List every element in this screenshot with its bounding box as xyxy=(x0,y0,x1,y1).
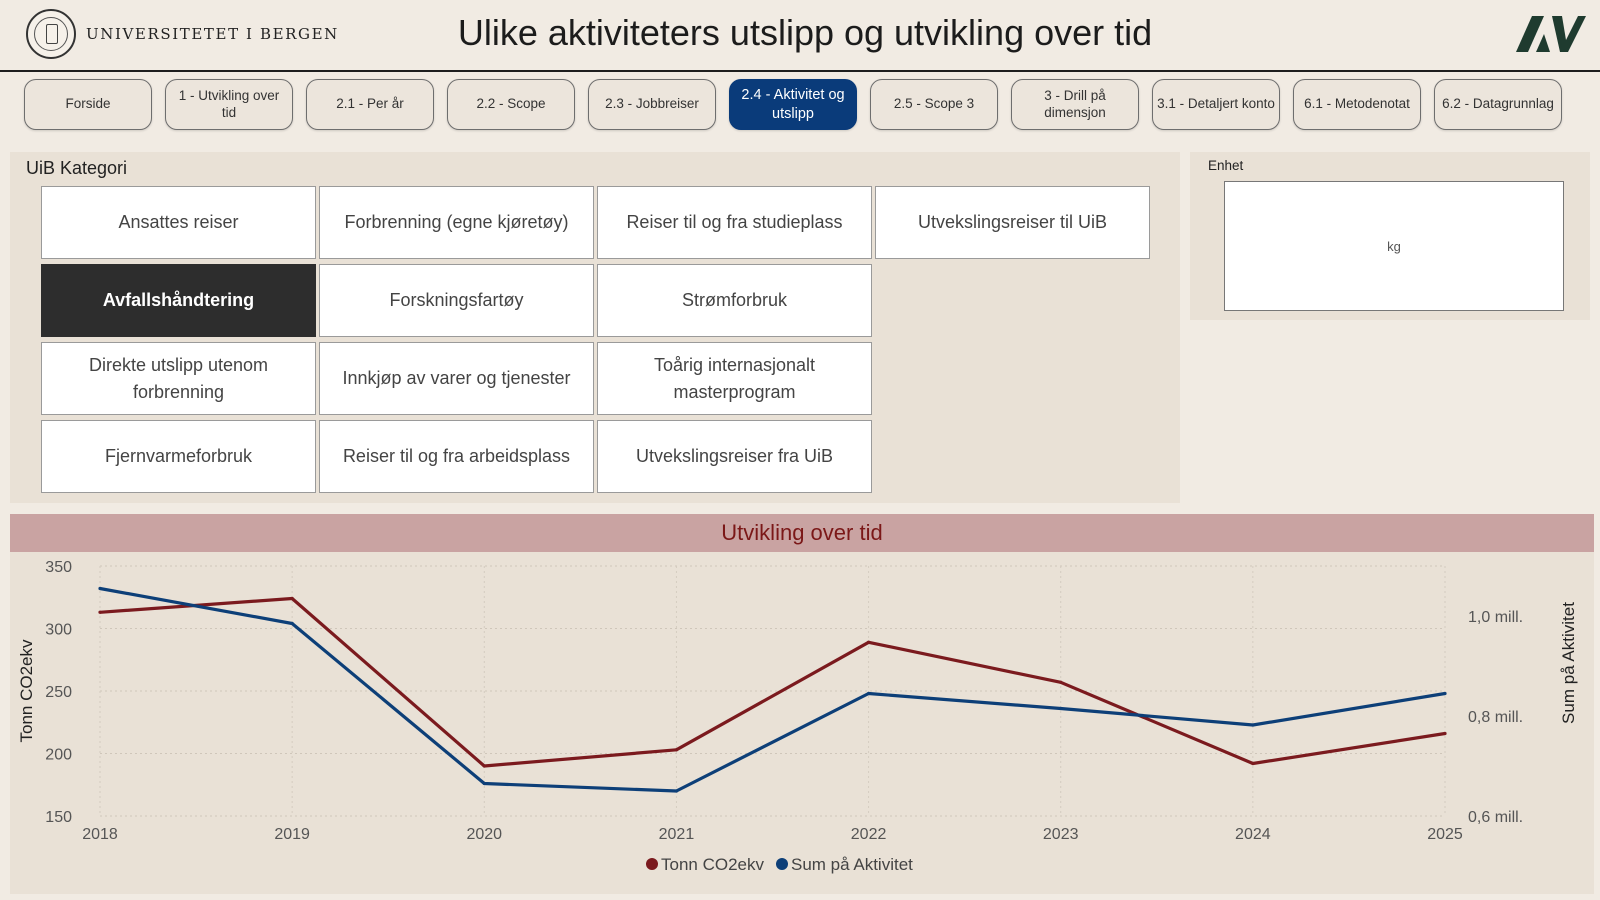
nav-tab-9[interactable]: 3.1 - Detaljert konto xyxy=(1152,79,1280,130)
x-tick-label: 2020 xyxy=(466,826,502,843)
nav-tab-11[interactable]: 6.2 - Datagrunnlag xyxy=(1434,79,1562,130)
series-2-point xyxy=(98,586,102,591)
chart-title: Utvikling over tid xyxy=(10,514,1594,552)
series-2-point xyxy=(866,691,871,696)
series-line-2 xyxy=(99,586,1446,793)
uib-seal-icon xyxy=(26,9,76,59)
nav-tab-5[interactable]: 2.3 - Jobbreiser xyxy=(588,79,716,130)
nav-tab-1[interactable]: Forside xyxy=(24,79,152,130)
x-tick-label: 2018 xyxy=(82,826,118,843)
series-2-point xyxy=(290,621,294,626)
series-1-point xyxy=(1059,680,1063,684)
x-tick-label: 2022 xyxy=(851,826,887,843)
category-option[interactable]: Innkjøp av varer og tjenester xyxy=(319,342,594,415)
nav-tab-10[interactable]: 6.1 - Metodenotat xyxy=(1293,79,1421,130)
series-2-point xyxy=(674,789,679,793)
x-tick-label: 2024 xyxy=(1235,826,1271,843)
y-axis-title: Tonn CO2ekv xyxy=(17,639,36,742)
x-tick-label: 2023 xyxy=(1043,826,1079,843)
unit-value: kg xyxy=(1387,238,1401,254)
series-1-point xyxy=(866,640,871,644)
category-option[interactable]: Avfallshåndtering xyxy=(41,264,316,337)
category-option[interactable]: Toårig internasjonalt masterprogram xyxy=(597,342,872,415)
x-tick-label: 2021 xyxy=(659,826,695,843)
y-tick-label: 250 xyxy=(45,684,72,701)
page-title: Ulike aktiviteters utslipp og utvikling … xyxy=(457,12,1153,53)
series-2-point xyxy=(1059,706,1063,711)
nav-tab-3[interactable]: 2.1 - Per år xyxy=(306,79,434,130)
series-1-point xyxy=(674,748,679,752)
category-option[interactable]: Fjernvarmeforbruk xyxy=(41,420,316,493)
unit-slicer-label: Enhet xyxy=(1208,158,1244,173)
nav-tab-6[interactable]: 2.4 - Aktivitet og utslipp xyxy=(729,79,857,130)
y-tick-label: 350 xyxy=(45,559,72,576)
series-1-point xyxy=(1443,731,1447,736)
nav-tab-2[interactable]: 1 - Utvikling over tid xyxy=(165,79,293,130)
series-2-point xyxy=(1443,691,1447,696)
category-option[interactable]: Forskningsfartøy xyxy=(319,264,594,337)
y2-tick-label: 1,0 mill. xyxy=(1468,609,1523,626)
series-1-point xyxy=(482,764,486,768)
institution-name: UNIVERSITETET I BERGEN xyxy=(86,25,339,43)
x-tick-label: 2025 xyxy=(1427,826,1463,843)
series-1-point xyxy=(290,596,294,601)
category-option[interactable]: Reiser til og fra arbeidsplass xyxy=(319,420,594,493)
y2-axis-title: Sum på Aktivitet xyxy=(1559,602,1578,724)
nav-tab-4[interactable]: 2.2 - Scope xyxy=(447,79,575,130)
category-slicer: UiB Kategori Ansattes reiser Avfallshåndt… xyxy=(10,152,1180,503)
legend-marker-1 xyxy=(646,858,658,870)
series-1-point xyxy=(98,610,102,614)
av-brand-logo-icon xyxy=(1516,16,1586,52)
trend-line-chart: 350 300 250 200 150 1,0 mill. 0,8 mill. 0,6 mil… xyxy=(17,559,1578,874)
category-option[interactable]: Utvekslingsreiser til UiB xyxy=(875,186,1150,259)
category-slicer-title: UiB Kategori xyxy=(26,158,128,178)
page-navigation: Forside 1 - Utvikling over tid 2.1 - Per å… xyxy=(24,79,1576,131)
series-2-point xyxy=(1251,723,1255,727)
uib-logo[interactable]: UNIVERSITETET I BERGEN xyxy=(26,9,339,59)
legend-label-1: Tonn CO2ekv xyxy=(661,855,764,874)
y-tick-label: 150 xyxy=(45,809,72,826)
category-option[interactable]: Forbrenning (egne kjøretøy) xyxy=(319,186,594,259)
unit-slicer: Enhet kg xyxy=(1190,152,1590,320)
legend-marker-2 xyxy=(776,858,788,870)
category-option[interactable]: Ansattes reiser xyxy=(41,186,316,259)
trend-chart: Utvikling over tid 350 300 250 200 150 1,0 mi… xyxy=(10,514,1594,894)
y2-tick-label: 0,8 mill. xyxy=(1468,709,1523,726)
category-option[interactable]: Strømforbruk xyxy=(597,264,872,337)
y-tick-label: 200 xyxy=(45,747,72,764)
nav-tab-8[interactable]: 3 - Drill på dimensjon xyxy=(1011,79,1139,130)
app-header: UNIVERSITETET I BERGEN Ulike aktiviteter… xyxy=(0,0,1600,72)
category-option[interactable]: Utvekslingsreiser fra UiB xyxy=(597,420,872,493)
series-1-point xyxy=(1251,761,1255,766)
nav-tab-7[interactable]: 2.5 - Scope 3 xyxy=(870,79,998,130)
series-2-point xyxy=(482,781,486,786)
x-tick-label: 2019 xyxy=(274,826,310,843)
series-line-1 xyxy=(99,596,1446,768)
category-option[interactable]: Reiser til og fra studieplass xyxy=(597,186,872,259)
y2-tick-label: 0,6 mill. xyxy=(1468,809,1523,826)
y-tick-label: 300 xyxy=(45,622,72,639)
unit-value-box[interactable]: kg xyxy=(1224,181,1564,311)
legend-label-2: Sum på Aktivitet xyxy=(791,855,913,874)
category-option[interactable]: Direkte utslipp utenom forbrenning xyxy=(41,342,316,415)
